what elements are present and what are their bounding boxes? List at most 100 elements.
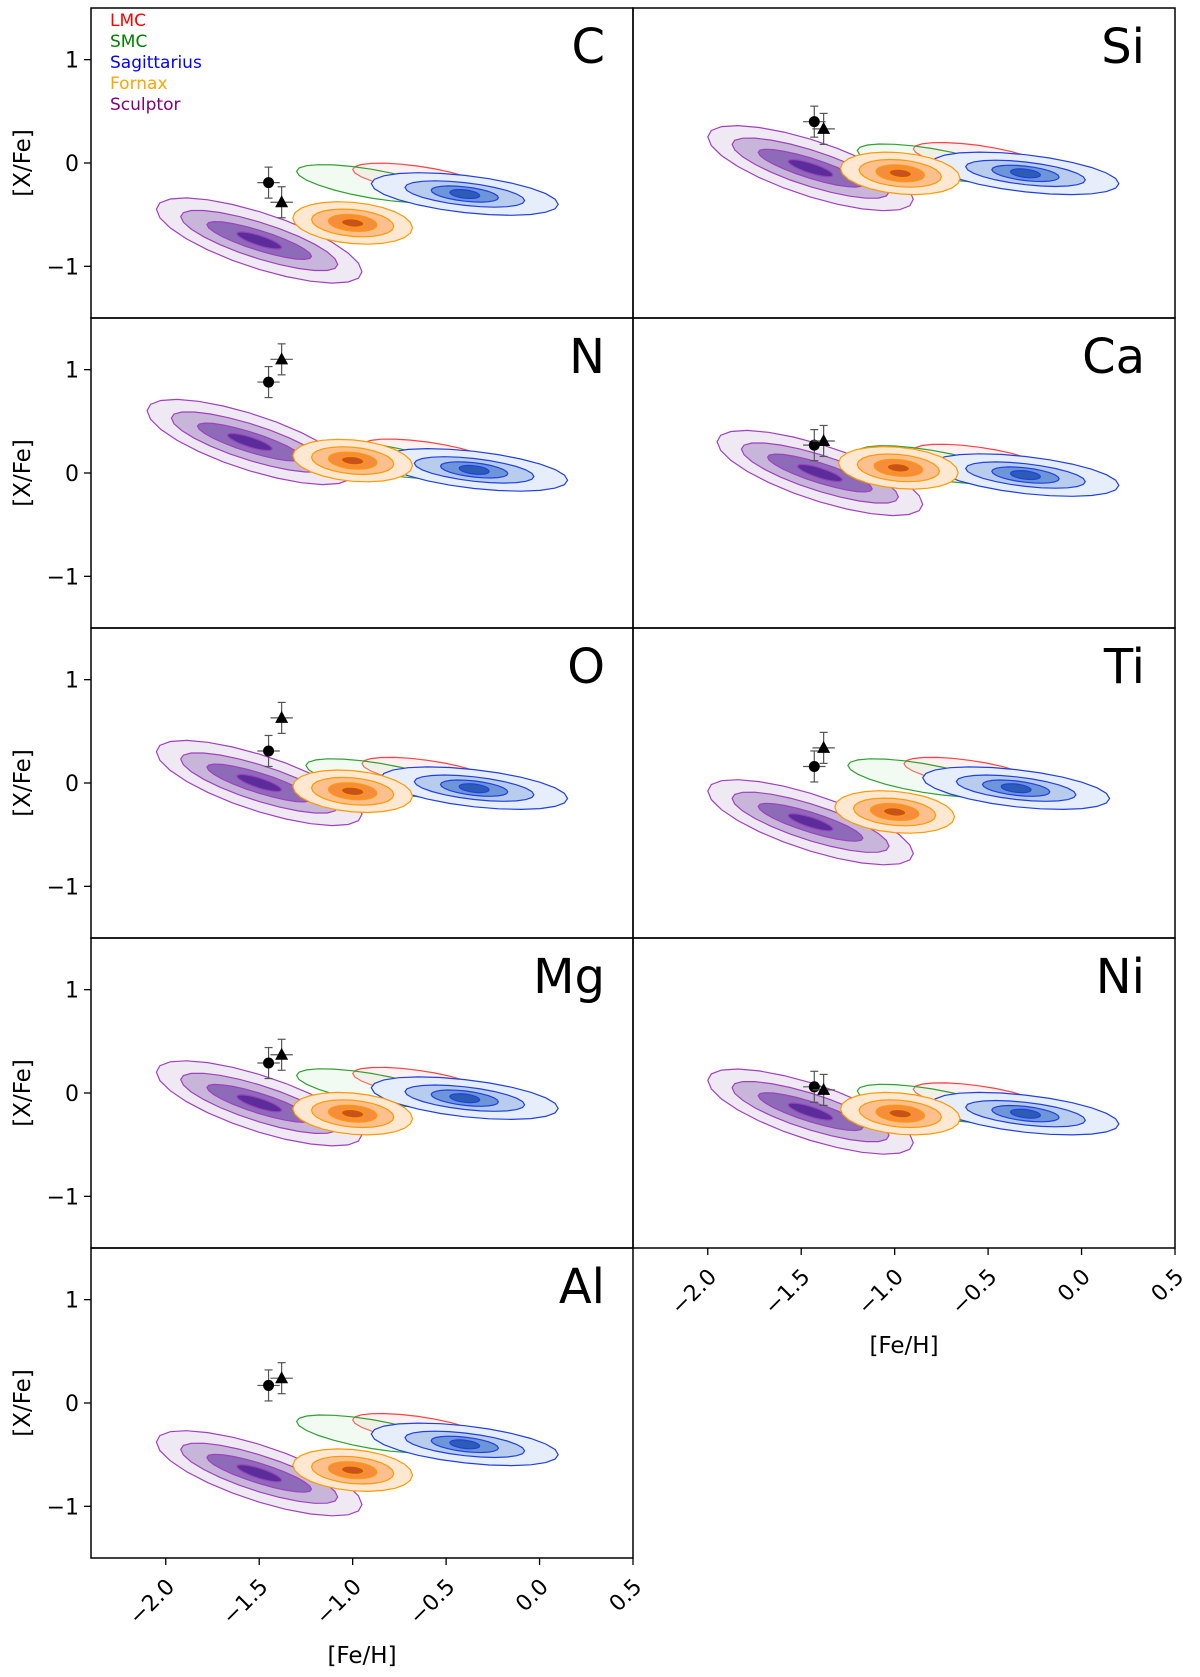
star-marker-circle <box>263 1057 275 1069</box>
y-tick-label: 0 <box>65 152 79 177</box>
star-marker-circle <box>263 745 275 757</box>
x-axis-label: [Fe/H] <box>327 1643 396 1669</box>
legend-entry-lmc: LMC <box>110 11 146 31</box>
y-tick-label: 0 <box>65 462 79 487</box>
element-label: Si <box>1101 19 1145 75</box>
y-tick-label: 1 <box>65 979 79 1004</box>
y-tick-label: −1 <box>47 1495 79 1520</box>
sculptor-contour <box>796 463 843 483</box>
sagittarius-contour <box>1009 469 1042 481</box>
plot-area <box>146 343 569 492</box>
y-axis-label: [X/Fe] <box>10 439 36 507</box>
y-tick-label: 0 <box>65 772 79 797</box>
x-tick-label: −1.5 <box>218 1575 273 1630</box>
element-label: O <box>567 639 605 695</box>
panel-c: C 1 0 −1 [X/Fe] <box>10 7 634 319</box>
x-tick-label: 0.5 <box>1147 1265 1189 1307</box>
plot-area <box>707 731 1111 866</box>
star-marker-circle <box>808 439 820 451</box>
y-axis-label: [X/Fe] <box>10 129 36 197</box>
x-tick-label: −2.0 <box>667 1265 722 1320</box>
x-tick-label: 0.0 <box>511 1575 553 1617</box>
legend-entry-sagittarius: Sagittarius <box>110 53 202 73</box>
fornax-contour <box>888 1108 913 1119</box>
plot-area <box>155 1038 559 1147</box>
x-tick-label: −2.0 <box>125 1575 180 1630</box>
sagittarius-contour <box>449 1439 481 1450</box>
sculptor-contour <box>226 432 274 452</box>
sagittarius-contour <box>1009 1108 1042 1119</box>
star-marker-circle <box>263 177 275 189</box>
element-label: Ca <box>1082 329 1145 385</box>
panel-frame <box>632 937 1176 1249</box>
fornax-contour <box>882 807 907 817</box>
star-marker-triangle <box>817 1082 831 1095</box>
x-tick-label: −1.5 <box>760 1265 815 1320</box>
star-marker-triangle <box>817 433 831 446</box>
x-tick-label: 0.5 <box>605 1575 647 1617</box>
panel-ca: Ca <box>632 317 1176 629</box>
plot-area <box>707 105 1120 212</box>
panel-ni: Ni −2.0 −1.5 −1.0 −0.5 0.0 0.5 [Fe/H] <box>632 937 1189 1359</box>
y-tick-label: 1 <box>65 49 79 74</box>
fornax-contour <box>886 462 911 473</box>
plot-area <box>707 1068 1120 1155</box>
fornax-contour <box>888 168 913 179</box>
star-marker-circle <box>808 116 820 128</box>
panel-frame <box>90 1247 634 1559</box>
fornax-contour <box>340 786 365 797</box>
element-label: N <box>569 329 605 385</box>
panel-si: Si <box>632 7 1176 319</box>
plot-area <box>716 424 1120 517</box>
star-marker-triangle <box>275 195 289 208</box>
star-marker-triangle <box>275 1047 289 1060</box>
star-marker-circle <box>263 376 275 388</box>
sagittarius-contour <box>458 464 490 475</box>
sagittarius-contour <box>458 783 490 794</box>
y-tick-label: −1 <box>47 875 79 900</box>
x-tick-label: −0.5 <box>405 1575 460 1630</box>
x-tick-label: −1.0 <box>853 1265 908 1320</box>
legend-entry-sculptor: Sculptor <box>110 95 180 115</box>
y-tick-label: 1 <box>65 359 79 384</box>
sculptor-contour <box>787 813 834 832</box>
sagittarius-contour <box>449 1093 481 1104</box>
y-tick-label: 0 <box>65 1392 79 1417</box>
y-axis-label: [X/Fe] <box>10 1369 36 1437</box>
plot-area <box>155 701 569 827</box>
x-tick-label: 0.0 <box>1053 1265 1095 1307</box>
y-axis-label: [X/Fe] <box>10 749 36 817</box>
star-marker-circle <box>808 1081 820 1093</box>
sagittarius-contour <box>449 189 481 199</box>
sagittarius-contour <box>1009 168 1042 179</box>
fornax-contour <box>340 1108 365 1119</box>
plot-area <box>155 162 559 284</box>
y-tick-label: −1 <box>47 565 79 590</box>
y-tick-label: 0 <box>65 1082 79 1107</box>
element-label: Ni <box>1096 949 1145 1005</box>
star-marker-triangle <box>275 710 289 723</box>
panels-layer: C 1 0 −1 [X/Fe] Si N 1 0 −1 [X/Fe] Ca O 1 0 −1 [X/Fe] Ti M… <box>10 7 1189 1669</box>
fornax-contour <box>340 1465 365 1476</box>
fornax-contour <box>340 218 365 228</box>
sculptor-contour <box>787 1102 834 1121</box>
panel-n: N 1 0 −1 [X/Fe] <box>10 317 634 629</box>
star-marker-triangle <box>275 1371 289 1384</box>
x-tick-label: −0.5 <box>947 1265 1002 1320</box>
panel-mg: Mg 1 0 −1 [X/Fe] <box>10 937 634 1249</box>
panel-ti: Ti <box>632 627 1176 939</box>
x-tick-label: −1.0 <box>311 1575 366 1630</box>
sculptor-contour <box>236 1464 283 1483</box>
panel-o: O 1 0 −1 [X/Fe] <box>10 627 634 939</box>
star-marker-triangle <box>817 740 831 753</box>
star-marker-circle <box>263 1379 275 1391</box>
y-axis-label: [X/Fe] <box>10 1059 36 1127</box>
panel-al: Al 1 0 −1 [X/Fe] −2.0 −1.5 −1.0 −0.5 0.0 0.5 [Fe/H] <box>10 1247 647 1669</box>
sculptor-contour <box>236 1094 283 1113</box>
y-tick-label: −1 <box>47 255 79 280</box>
element-label: Mg <box>533 949 605 1005</box>
y-tick-label: 1 <box>65 1289 79 1314</box>
plot-area <box>155 1362 559 1517</box>
sculptor-contour <box>236 231 283 250</box>
